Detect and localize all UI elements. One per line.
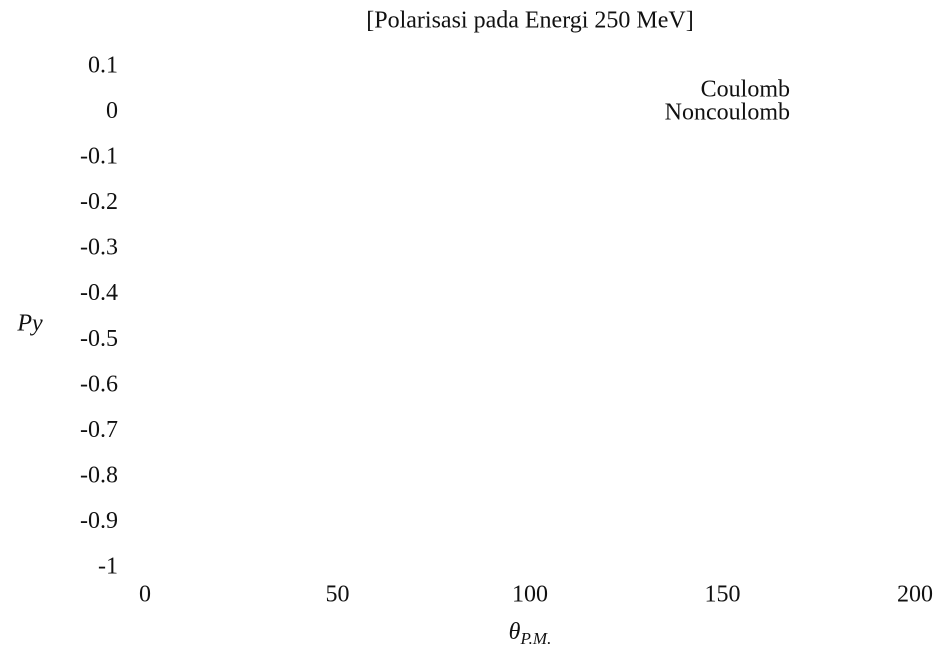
x-axis-label-symbol: θ [509,619,521,645]
x-tick-label: 50 [326,582,350,608]
x-tick-label: 200 [897,582,933,608]
legend-label: Noncoulomb [665,100,790,126]
x-axis-label: θP.M. [509,619,552,648]
y-tick-label: -0.1 [80,144,118,170]
y-tick-label: -0.7 [80,417,118,443]
y-tick-label: -0.4 [80,280,118,306]
y-tick-label: 0 [106,98,118,124]
x-axis-label-subscript: P.M. [519,629,551,648]
x-tick-label: 100 [512,582,548,608]
chart: [Polarisasi pada Energi 250 MeV] Py θP.M… [0,0,938,659]
y-tick-label: -0.8 [80,462,118,488]
y-tick-label: -0.2 [80,189,118,215]
y-tick-label: -1 [98,554,118,580]
y-axis-label: Py [16,311,43,337]
y-tick-label: -0.3 [80,235,118,261]
page: {"chart_data": { "type": "line", "title"… [0,0,938,659]
x-tick-label: 0 [139,582,151,608]
y-tick-label: -0.5 [80,326,118,352]
y-tick-label: 0.1 [88,53,118,79]
x-tick-label: 150 [705,582,741,608]
chart-title: [Polarisasi pada Energi 250 MeV] [366,8,693,34]
y-tick-label: -0.9 [80,508,118,534]
y-tick-label: -0.6 [80,371,118,397]
